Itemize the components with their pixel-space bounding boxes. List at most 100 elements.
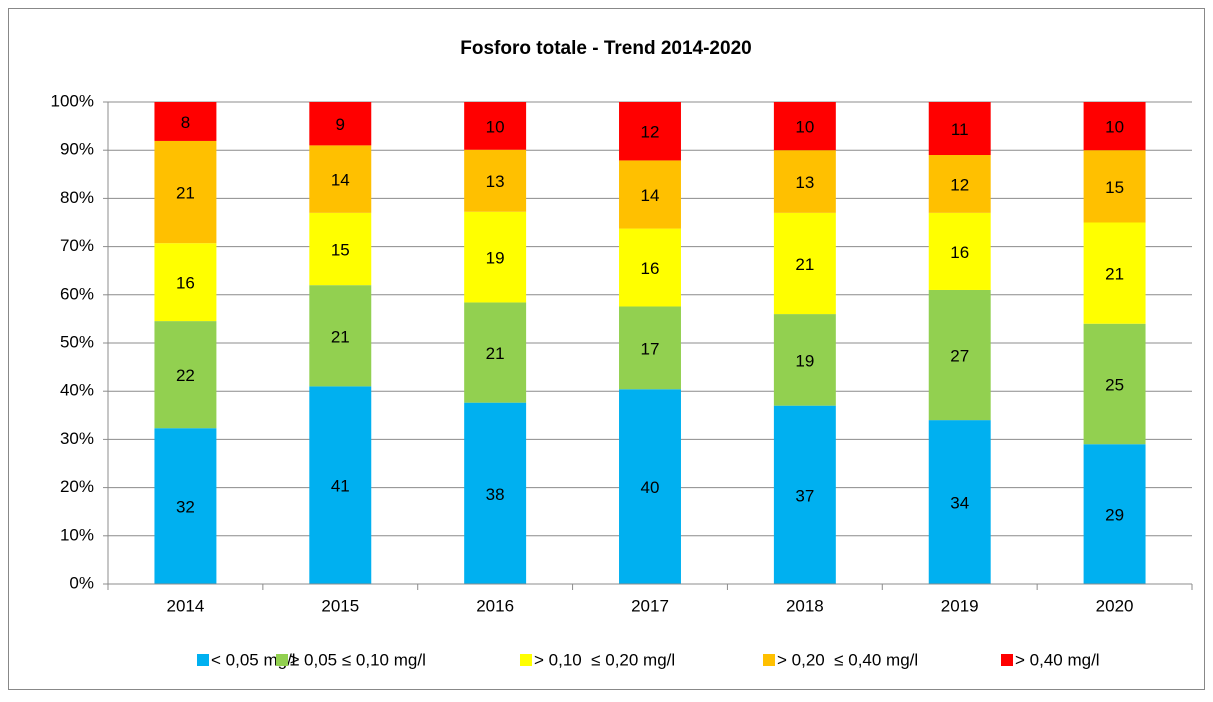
legend-swatch (197, 654, 209, 666)
data-label: 15 (1105, 178, 1124, 197)
data-label: 12 (950, 175, 969, 194)
data-label: 40 (641, 478, 660, 497)
x-tick-label: 2020 (1096, 596, 1134, 615)
bar-segment (773, 102, 836, 151)
bar-segment (464, 149, 527, 212)
data-label: 14 (331, 171, 350, 190)
bar-segment (928, 289, 991, 421)
data-label: 10 (1105, 118, 1124, 137)
x-tick-label: 2017 (631, 596, 669, 615)
data-label: 19 (795, 351, 814, 370)
bar-segment (928, 420, 991, 584)
bar-segment (309, 285, 372, 387)
bar-segment (773, 212, 836, 315)
y-tick-label: 60% (60, 284, 94, 303)
y-tick-label: 0% (69, 573, 94, 592)
y-tick-label: 90% (60, 140, 94, 159)
bar-segment (928, 102, 991, 156)
data-label: 13 (486, 172, 505, 191)
legend-swatch (763, 654, 775, 666)
bar-segment (464, 102, 527, 150)
bar-segment (464, 302, 527, 403)
data-label: 17 (641, 339, 660, 358)
bar-segment (154, 140, 217, 244)
data-label: 15 (331, 240, 350, 259)
bar-segment (1083, 323, 1146, 445)
data-label: 14 (641, 186, 660, 205)
bar-segment (309, 386, 372, 584)
bar-segment (928, 155, 991, 213)
data-label: 12 (641, 123, 660, 142)
data-label: 21 (1105, 265, 1124, 284)
y-tick-label: 70% (60, 236, 94, 255)
data-label: 25 (1105, 375, 1124, 394)
bar-segment (1083, 444, 1146, 584)
y-tick-label: 10% (60, 525, 94, 544)
legend-label: > 0,40 mg/l (1015, 650, 1100, 669)
chart-title: Fosforo totale - Trend 2014-2020 (460, 38, 751, 59)
x-tick-label: 2018 (786, 596, 824, 615)
bar-segment (154, 102, 217, 141)
bar-segment (309, 212, 372, 286)
bar-segment (928, 212, 991, 290)
bar-segment (1083, 222, 1146, 324)
bar-segment (619, 160, 681, 229)
data-label: 27 (950, 347, 969, 366)
data-label: 21 (331, 327, 350, 346)
data-label: 38 (486, 485, 505, 504)
bar-segment (619, 306, 681, 390)
bar-segment (154, 428, 217, 584)
bar-segment (154, 243, 217, 322)
data-label: 32 (176, 498, 195, 517)
data-label: 16 (176, 274, 195, 293)
bar-segment (1083, 102, 1146, 151)
data-label: 10 (795, 118, 814, 137)
y-tick-label: 40% (60, 381, 94, 400)
y-tick-label: 20% (60, 477, 94, 496)
bar-segment (309, 102, 372, 146)
legend-label: < 0,05 mg/l (211, 650, 296, 669)
bar-segment (619, 102, 681, 161)
y-tick-label: 100% (51, 91, 94, 110)
data-label: 16 (950, 243, 969, 262)
bar-segment (1083, 150, 1146, 223)
data-label: 16 (641, 259, 660, 278)
bar-segment (773, 405, 836, 584)
legend-label: ≥ 0,05 ≤ 0,10 mg/l (290, 650, 426, 669)
legend-swatch (520, 654, 532, 666)
bar-segment (309, 145, 372, 213)
bar-segment (773, 150, 836, 213)
x-tick-label: 2015 (321, 596, 359, 615)
data-label: 37 (795, 486, 814, 505)
legend-label: > 0,10 ≤ 0,20 mg/l (534, 650, 675, 669)
data-label: 8 (181, 113, 190, 132)
data-label: 34 (950, 494, 969, 513)
bar-segment (464, 402, 527, 584)
data-label: 21 (795, 255, 814, 274)
data-label: 22 (176, 366, 195, 385)
data-label: 10 (486, 117, 505, 136)
data-label: 13 (795, 173, 814, 192)
x-tick-label: 2014 (167, 596, 205, 615)
data-label: 19 (486, 249, 505, 268)
legend-label: > 0,20 ≤ 0,40 mg/l (777, 650, 918, 669)
x-tick-label: 2019 (941, 596, 979, 615)
bar-segment (464, 211, 527, 303)
y-tick-label: 30% (60, 429, 94, 448)
y-tick-label: 50% (60, 332, 94, 351)
y-tick-label: 80% (60, 188, 94, 207)
bar-segment (619, 228, 681, 307)
x-tick-label: 2016 (476, 596, 514, 615)
data-label: 11 (951, 120, 969, 139)
bar-segment (154, 321, 217, 429)
legend-swatch (1001, 654, 1013, 666)
data-label: 21 (176, 184, 195, 203)
legend-swatch (276, 654, 288, 666)
bar-segment (619, 389, 681, 584)
data-label: 41 (331, 477, 350, 496)
bar-segment (773, 314, 836, 406)
data-label: 29 (1105, 506, 1124, 525)
data-label: 21 (486, 344, 505, 363)
